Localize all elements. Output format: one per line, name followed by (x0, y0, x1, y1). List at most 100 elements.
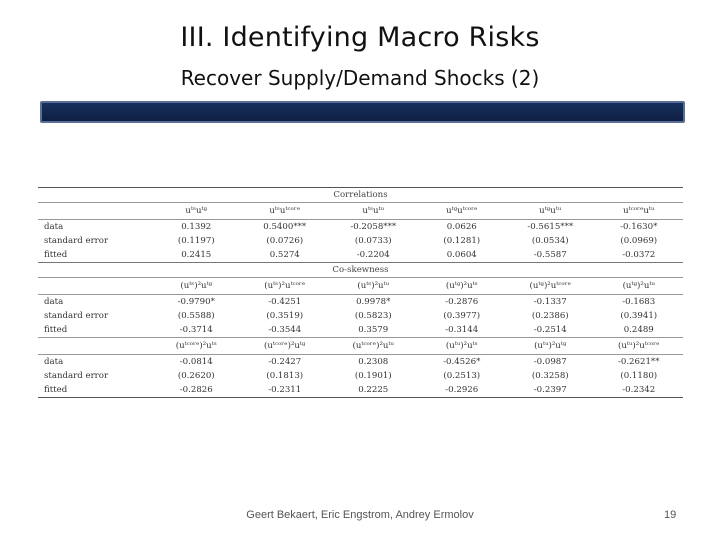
table-cell: -0.2342 (594, 383, 683, 398)
table-cell: (0.5823) (354, 311, 392, 321)
table-cell: -0.2058*** (350, 222, 397, 232)
table-cell: (0.1813) (266, 371, 304, 381)
table-cell: -0.2204 (356, 250, 390, 260)
table-cell: -0.2514 (533, 325, 567, 335)
column-header: uᵗˢuᵗᵘ (329, 202, 418, 220)
table-cell: (0.1197) (177, 236, 215, 246)
section-title: Correlations (38, 187, 683, 203)
table-cell: (0.0726) (266, 236, 304, 246)
column-header: (uᵗᵘ)²uᵗᵍ (506, 337, 595, 355)
table-row: standard error (0.5588) (0.3519) (0.5823) (0… (38, 309, 683, 323)
column-header: (uᵗˢ)²uᵗᵍ (152, 277, 241, 295)
header-row: (uᵗᶜᵒʳᵉ)²uᵗˢ (uᵗᶜᵒʳᵉ)²uᵗᵍ (uᵗᶜᵒʳᵉ)²uᵗᵘ (uᵗᵘ… (38, 337, 683, 355)
table-cell: 0.9978* (356, 297, 391, 307)
table-cell: 0.0626 (446, 222, 477, 232)
results-table-container: Correlations uᵗˢuᵗᵍ uᵗˢuᵗᶜᵒʳᵉ uᵗˢuᵗᵘ uᵗᵍuᵗᶜᵒ… (38, 187, 683, 398)
row-label: standard error (44, 371, 109, 381)
row-label: data (44, 357, 64, 367)
results-table: Correlations uᵗˢuᵗᵍ uᵗˢuᵗᶜᵒʳᵉ uᵗˢuᵗᵘ uᵗᵍuᵗᶜᵒ… (38, 187, 683, 398)
table-cell: -0.2311 (240, 383, 329, 398)
table-row: data 0.1392 0.5400*** -0.2058*** 0.0626 -0.56… (38, 220, 683, 235)
column-header: (uᵗᵍ)²uᵗᶜᵒʳᵉ (506, 277, 595, 295)
column-header: (uᵗᵘ)²uᵗᶜᵒʳᵉ (594, 337, 683, 355)
column-header: uᵗᵍuᵗᶜᵒʳᵉ (417, 202, 506, 220)
row-label: standard error (44, 311, 109, 321)
table-row: data -0.9790* -0.4251 0.9978* -0.2876 -0.1337… (38, 295, 683, 310)
table-cell: -0.0372 (622, 250, 656, 260)
table-cell: 0.2415 (181, 250, 212, 260)
slide-subtitle: Recover Supply/Demand Shocks (2) (180, 66, 540, 90)
table-cell: -0.2926 (417, 383, 506, 398)
table-cell: 0.1392 (181, 222, 212, 232)
column-header: (uᵗᶜᵒʳᵉ)²uᵗˢ (152, 337, 241, 355)
results-table-body: Correlations uᵗˢuᵗᵍ uᵗˢuᵗᶜᵒʳᵉ uᵗˢuᵗᵘ uᵗᵍuᵗᶜᵒ… (38, 187, 683, 398)
table-cell: -0.4251 (268, 297, 302, 307)
table-row: data -0.0814 -0.2427 0.2308 -0.4526* -0.0987 -… (38, 355, 683, 370)
table-cell: -0.2876 (445, 297, 479, 307)
table-cell: (0.0534) (531, 236, 569, 246)
table-cell: (0.2620) (177, 371, 215, 381)
table-cell: -0.5615*** (527, 222, 574, 232)
table-cell: -0.0814 (179, 357, 213, 367)
table-row: fitted -0.3714 -0.3544 0.3579 -0.3144 -0.2514… (38, 323, 683, 338)
table-cell: -0.1337 (533, 297, 567, 307)
header-blank-cell (38, 277, 152, 295)
table-cell: -0.5587 (533, 250, 567, 260)
table-cell: (0.2386) (531, 311, 569, 321)
page-number: 19 (664, 509, 677, 521)
row-label: fitted (44, 325, 68, 335)
table-cell: (0.3519) (266, 311, 304, 321)
table-cell: -0.4526* (443, 357, 481, 367)
row-label: fitted (38, 383, 152, 398)
table-row: standard error (0.2620) (0.1813) (0.1901) (0… (38, 369, 683, 383)
column-header: (uᵗᵘ)²uᵗˢ (417, 337, 506, 355)
table-row: fitted 0.2415 0.5274 -0.2204 0.0604 -0.5587 -0… (38, 248, 683, 263)
table-cell: -0.3544 (268, 325, 302, 335)
table-cell: (0.2513) (443, 371, 481, 381)
column-header: uᵗˢuᵗᵍ (152, 202, 241, 220)
column-header: (uᵗˢ)²uᵗᵘ (329, 277, 418, 295)
table-cell: (0.5588) (177, 311, 215, 321)
row-label: data (44, 222, 64, 232)
table-cell: 0.2225 (329, 383, 418, 398)
table-cell: (0.1901) (354, 371, 392, 381)
table-cell: -0.2397 (506, 383, 595, 398)
column-header: uᵗᵍuᵗᵘ (506, 202, 595, 220)
slide-title: III. Identifying Macro Risks (180, 22, 540, 53)
table-cell: -0.1683 (622, 297, 656, 307)
table-cell: 0.2308 (358, 357, 389, 367)
header-blank-cell (38, 202, 152, 220)
row-label: standard error (44, 236, 109, 246)
column-header: (uᵗˢ)²uᵗᶜᵒʳᵉ (240, 277, 329, 295)
row-label: fitted (44, 250, 68, 260)
table-cell: -0.2621** (617, 357, 660, 367)
table-cell: 0.0604 (446, 250, 477, 260)
table-cell: 0.2489 (623, 325, 654, 335)
table-cell: 0.3579 (358, 325, 389, 335)
table-cell: -0.2826 (152, 383, 241, 398)
table-cell: (0.3258) (531, 371, 569, 381)
table-cell: -0.0987 (533, 357, 567, 367)
table-cell: (0.0969) (620, 236, 658, 246)
column-header: (uᵗᶜᵒʳᵉ)²uᵗᵘ (329, 337, 418, 355)
column-header: (uᵗᵍ)²uᵗˢ (417, 277, 506, 295)
table-cell: -0.3144 (445, 325, 479, 335)
column-header: uᵗˢuᵗᶜᵒʳᵉ (240, 202, 329, 220)
column-header: (uᵗᶜᵒʳᵉ)²uᵗᵍ (240, 337, 329, 355)
table-cell: -0.2427 (268, 357, 302, 367)
header-row: (uᵗˢ)²uᵗᵍ (uᵗˢ)²uᵗᶜᵒʳᵉ (uᵗˢ)²uᵗᵘ (uᵗᵍ)²uᵗˢ(… (38, 277, 683, 295)
header-blank-cell (38, 337, 152, 355)
table-cell: -0.9790* (177, 297, 215, 307)
title-banner (40, 101, 685, 123)
table-row: fitted -0.2826 -0.2311 0.2225 -0.2926 -0.2397… (38, 383, 683, 398)
table-cell: -0.3714 (179, 325, 213, 335)
table-cell: (0.1180) (620, 371, 658, 381)
table-cell: 0.5274 (269, 250, 300, 260)
section-row: Co-skewness (38, 262, 683, 278)
table-row: standard error (0.1197) (0.0726) (0.0733) (0… (38, 234, 683, 248)
table-cell: (0.1281) (443, 236, 481, 246)
header-row: uᵗˢuᵗᵍ uᵗˢuᵗᶜᵒʳᵉ uᵗˢuᵗᵘ uᵗᵍuᵗᶜᵒʳᵉ uᵗᵍuᵗᵘ uᵗᶜᵒ… (38, 202, 683, 220)
table-cell: 0.5400*** (263, 222, 307, 232)
section-title: Co-skewness (38, 262, 683, 278)
table-cell: -0.1630* (620, 222, 658, 232)
